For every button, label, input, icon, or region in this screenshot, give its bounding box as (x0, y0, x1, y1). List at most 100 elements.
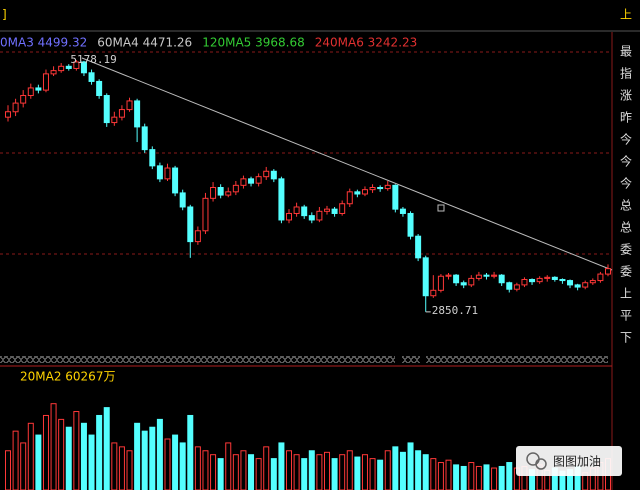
candle-body (202, 197, 209, 232)
volume-bar (111, 442, 118, 490)
volume-bar (384, 450, 391, 490)
volume-bar (217, 458, 224, 490)
volume-bar (399, 451, 406, 490)
volume-bar (58, 418, 65, 490)
side-label: 平 (620, 309, 632, 323)
candle-body (263, 170, 270, 178)
volume-bar (377, 459, 384, 490)
candle-body (308, 215, 315, 221)
volume-bar (422, 454, 429, 490)
candle-body (134, 100, 141, 128)
volume-bar (187, 414, 194, 490)
candle-body (80, 61, 87, 74)
trend-line (81, 57, 613, 271)
candle-body (270, 170, 277, 180)
volume-bar (308, 450, 315, 490)
volume-bar (361, 454, 368, 490)
candle-body (544, 276, 551, 279)
candle-body (42, 73, 49, 91)
side-label: 最 (620, 45, 632, 59)
volume-bar (415, 450, 422, 490)
candle-body (498, 274, 505, 284)
side-label: 总 (620, 221, 632, 235)
side-label: 昨 (620, 111, 632, 125)
volume-bar (323, 451, 330, 490)
volume-bar (278, 442, 285, 490)
volume-bar (498, 465, 505, 490)
volume-bar (225, 442, 232, 490)
legend-entry: 60MA4 4471.26 (97, 36, 192, 50)
candle-body (521, 278, 528, 286)
volume-bar (453, 464, 460, 490)
volume-bar (316, 454, 323, 490)
marker-row (426, 356, 608, 363)
candle-body (255, 176, 262, 184)
volume-bar (354, 456, 361, 490)
marker-row (402, 356, 420, 363)
volume-bar (407, 442, 414, 490)
candle-body (339, 203, 346, 214)
volume-bar (293, 454, 300, 490)
candle-body (551, 276, 558, 280)
volume-bar (156, 418, 163, 490)
volume-bar (430, 458, 437, 490)
candle-body (232, 184, 239, 193)
volume-bar (491, 467, 498, 490)
trend-handle (437, 204, 445, 212)
volume-bar (42, 414, 49, 490)
side-label: 下 (620, 331, 632, 345)
volume-bar (240, 450, 247, 490)
candle-body (103, 95, 110, 124)
legend-entry: 0MA3 4499.32 (0, 36, 87, 50)
volume-bar (172, 434, 179, 490)
volume-bar (232, 454, 239, 490)
volume-bar (80, 422, 87, 490)
candle-body (149, 149, 156, 167)
candle-body (278, 178, 285, 221)
candle-body (323, 208, 330, 212)
volume-bar (506, 462, 513, 490)
volume-bar (445, 459, 452, 490)
volume-bar (301, 458, 308, 490)
candle-body (20, 95, 27, 104)
candle-body (415, 235, 422, 259)
watermark: 图图加油 (553, 455, 601, 469)
volume-bar (179, 442, 186, 490)
candle-body (225, 191, 232, 196)
volume-bar (369, 458, 376, 490)
candle-body (65, 65, 72, 69)
candle-body (422, 257, 429, 297)
candle-body (248, 178, 255, 184)
candle-body (483, 274, 490, 277)
volume-bar (12, 430, 19, 490)
volume-bar (202, 450, 209, 490)
candle-body (5, 111, 11, 118)
candle-body (141, 126, 148, 151)
side-label: 涨 (620, 88, 632, 103)
volume-bar (210, 454, 217, 490)
volume-bar (346, 450, 353, 490)
side-label: 委 (620, 243, 632, 257)
candle-body (536, 277, 543, 283)
candle-body (179, 192, 186, 208)
volume-bar (118, 446, 125, 490)
volume-bar (475, 465, 482, 490)
candle-body (582, 282, 589, 288)
candle-body (529, 278, 536, 283)
legend-entry: 240MA6 3242.23 (315, 36, 418, 50)
volume-bar (331, 458, 338, 490)
watermark-icon (535, 458, 547, 470)
legend-entry: 120MA5 3968.68 (202, 36, 305, 50)
candle-body (437, 275, 444, 291)
candle-body (460, 282, 467, 286)
candle-body (194, 230, 201, 243)
candle-body (118, 109, 125, 118)
volume-bar (483, 464, 490, 490)
volume-bar (65, 426, 72, 490)
candle-body (559, 278, 566, 282)
candle-body (567, 280, 574, 286)
volume-bar (270, 458, 277, 490)
